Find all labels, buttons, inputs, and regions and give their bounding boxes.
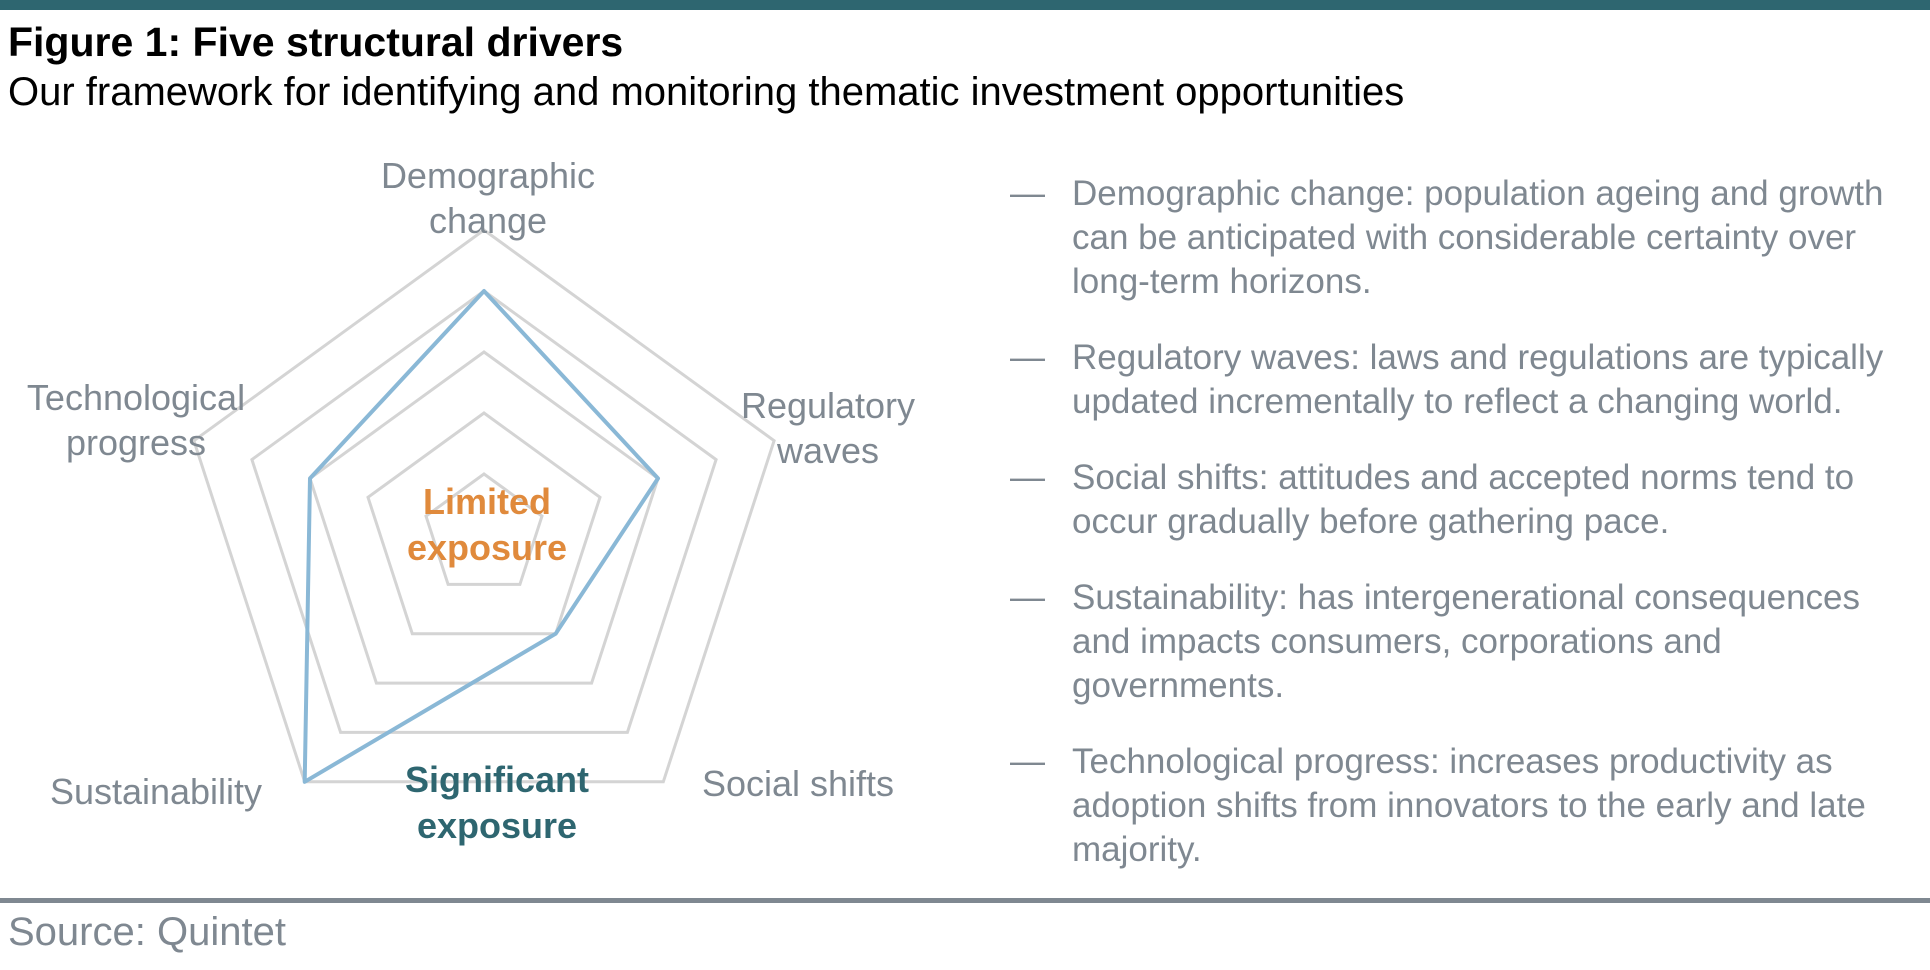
axis-label-regulatory: Regulatory [741,385,915,426]
radar-chart: Demographic change Regulatory waves Soci… [27,155,915,846]
bottom-rule [0,898,1930,903]
driver-text: Sustainability: has intergenerational co… [1072,578,1861,705]
axis-label-demographic-line2: change [429,200,547,241]
axis-label-social: Social shifts [702,763,894,804]
limited-exposure-label: Limited [423,481,551,522]
figure-title: Figure 1: Five structural drivers [8,19,624,65]
radar-series [302,289,660,784]
axis-label-regulatory-line2: waves [776,430,879,471]
driver-text: Demographic change: population ageing an… [1072,174,1884,301]
axis-label-technological-line2: progress [66,422,206,463]
axis-label-sustainability: Sustainability [50,771,262,812]
driver-text: Social shifts: attitudes and accepted no… [1072,458,1855,541]
grid-ring-2 [366,411,602,636]
driver-list: — Demographic change: population ageing … [1010,172,1920,904]
driver-item-demographic: — Demographic change: population ageing … [1010,172,1920,304]
dash-bullet: — [1010,578,1045,617]
dash-bullet: — [1010,742,1045,781]
significant-exposure-label: Significant [405,759,589,800]
axis-label-technological: Technological [27,377,245,418]
grid-ring-1 [424,472,544,586]
driver-text: Technological progress: increases produc… [1072,742,1866,869]
grid-ring-3 [308,350,660,685]
driver-item-sustainability: — Sustainability: has intergenerational … [1010,576,1920,708]
radar-grid [192,228,776,784]
dash-bullet: — [1010,458,1045,497]
driver-item-regulatory: — Regulatory waves: laws and regulations… [1010,336,1920,424]
dash-bullet: — [1010,338,1045,377]
driver-item-technological: — Technological progress: increases prod… [1010,740,1920,872]
dash-bullet: — [1010,174,1045,213]
series-line-0 [302,289,660,784]
limited-exposure-label-line2: exposure [407,527,567,568]
driver-text: Regulatory waves: laws and regulations a… [1072,338,1884,421]
grid-ring-4 [250,289,718,734]
driver-item-social: — Social shifts: attitudes and accepted … [1010,456,1920,544]
top-rule [0,0,1930,10]
axis-label-demographic: Demographic [381,155,595,196]
source-note: Source: Quintet [8,910,286,954]
grid-ring-5 [192,228,776,784]
figure-subtitle: Our framework for identifying and monito… [8,70,1405,114]
significant-exposure-label-line2: exposure [417,805,577,846]
